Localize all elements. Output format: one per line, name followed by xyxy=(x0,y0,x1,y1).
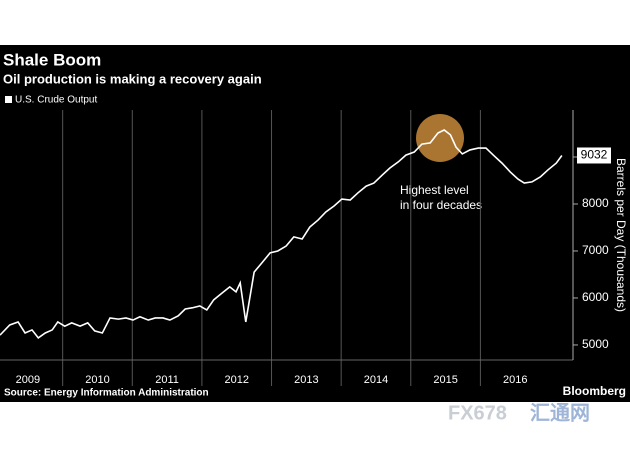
value-box xyxy=(577,147,611,164)
annotation: Highest level xyxy=(400,183,469,197)
legend-swatch xyxy=(5,96,12,103)
watermark: 汇通网 xyxy=(530,401,590,424)
y-tick-label: 7000 xyxy=(582,243,609,257)
source: Source: Energy Information Administratio… xyxy=(4,388,209,399)
line xyxy=(0,129,563,340)
value-label: 9032 xyxy=(581,148,608,162)
highlight-circle xyxy=(416,114,464,162)
y-axis-label: Barrels per Day (Thousands) xyxy=(614,158,628,312)
annotation: in four decades xyxy=(400,198,482,212)
y-tick-label: 8000 xyxy=(582,196,609,210)
x-tick-label: 2014 xyxy=(364,374,388,386)
x-tick-label: 2015 xyxy=(433,374,457,386)
y-tick-label: 6000 xyxy=(582,290,609,304)
watermark: FX678 xyxy=(448,402,507,424)
x-tick-label: 2016 xyxy=(503,374,527,386)
x-tick-label: 2009 xyxy=(16,374,40,386)
x-tick-label: 2012 xyxy=(224,374,248,386)
y-tick-label: 5000 xyxy=(582,337,609,351)
x-tick-label: 2010 xyxy=(85,374,109,386)
chart-subtitle: Oil production is making a recovery agai… xyxy=(3,71,262,86)
brand: Bloomberg xyxy=(563,384,626,398)
x-tick-label: 2013 xyxy=(294,374,318,386)
x-tick-label: 2011 xyxy=(155,374,179,386)
chart-title: Shale Boom xyxy=(3,50,101,69)
legend-label: U.S. Crude Output xyxy=(15,95,97,106)
